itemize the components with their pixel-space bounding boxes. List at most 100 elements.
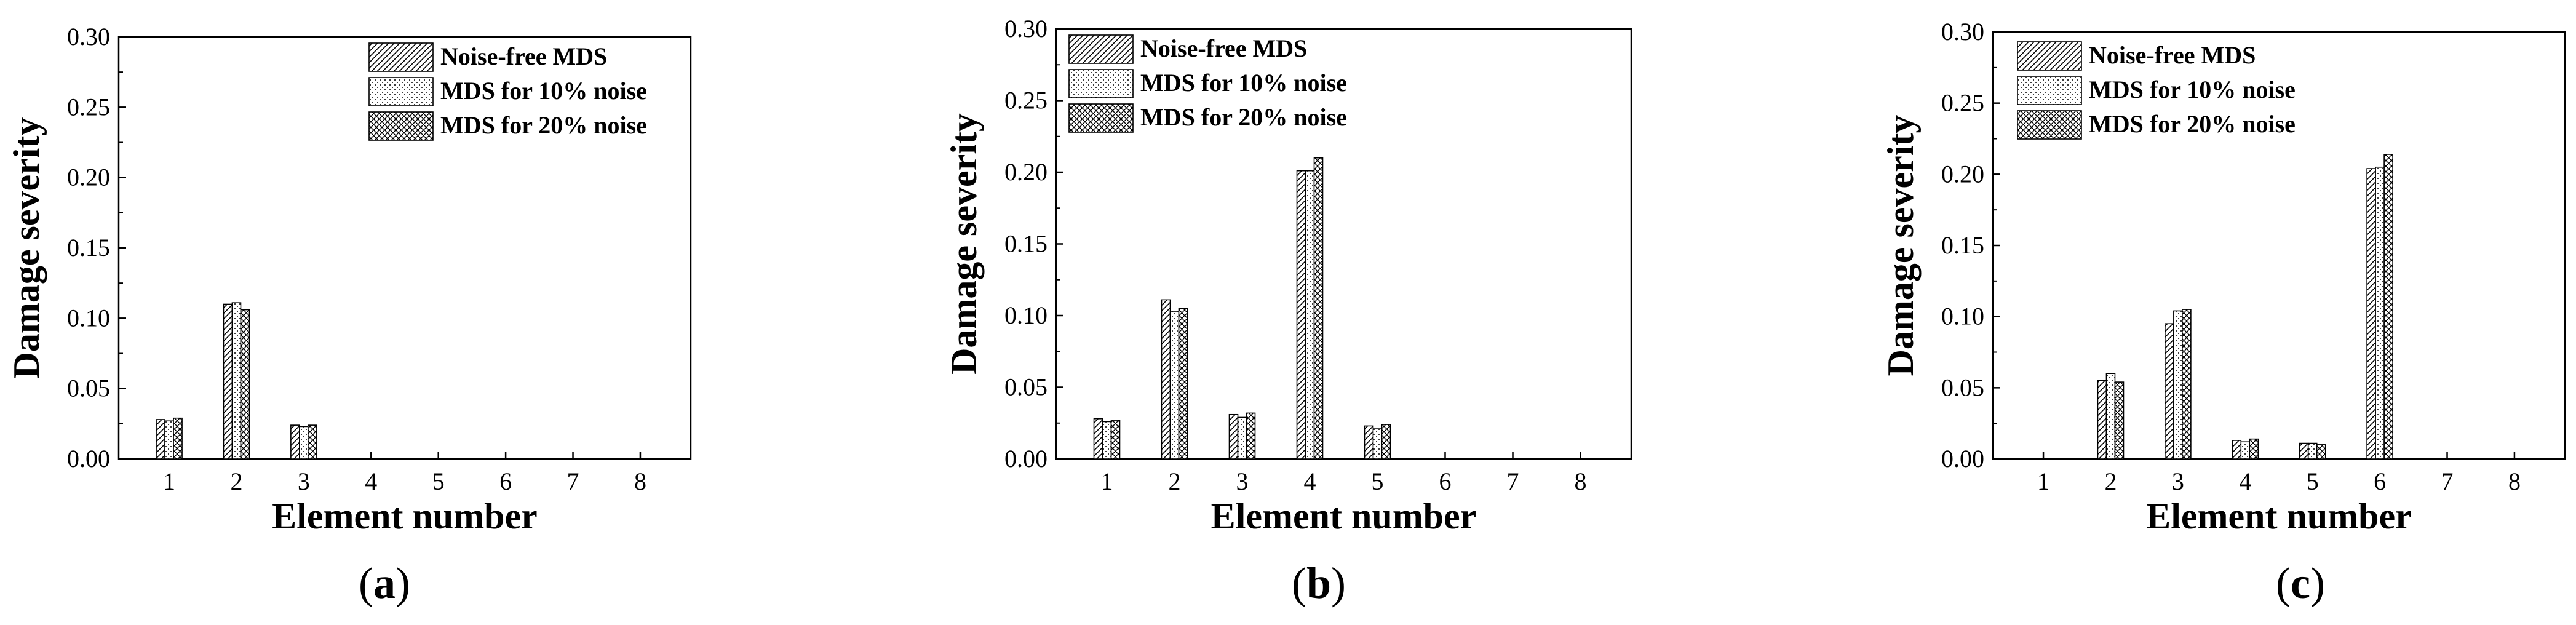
legend-label: MDS for 10% noise [2089, 76, 2296, 103]
bar-crosshatch-element-2 [240, 309, 250, 460]
bar-dots-element-3 [299, 426, 309, 460]
x-tick-label: 1 [1101, 468, 1113, 495]
x-axis-title: Element number [2146, 496, 2412, 536]
x-tick-label: 3 [2172, 468, 2184, 495]
x-tick-label: 1 [163, 468, 175, 495]
legend-label: MDS for 20% noise [2089, 110, 2296, 138]
bar-diagonal-element-2 [223, 303, 233, 460]
bar-diagonal-element-4 [1296, 170, 1306, 460]
bar-dots-element-5 [2307, 442, 2318, 460]
bar-diagonal-element-6 [2366, 168, 2376, 460]
y-tick-label: 0.15 [67, 234, 110, 261]
x-tick-label: 4 [2239, 468, 2251, 495]
bar-dots-element-2 [2105, 373, 2116, 460]
legend-label: MDS for 20% noise [1140, 103, 1347, 131]
bar-crosshatch-element-4 [2249, 438, 2259, 460]
bar-diagonal-element-3 [1228, 413, 1239, 460]
y-tick-label: 0.30 [1941, 18, 1984, 46]
legend-label: Noise-free MDS [1140, 34, 1307, 62]
y-tick-label: 0.00 [67, 445, 110, 472]
bar-diagonal-element-4 [2232, 440, 2242, 460]
x-tick-label: 7 [1507, 468, 1519, 495]
x-tick-label: 7 [567, 468, 579, 495]
bar-diagonal-element-2 [2097, 380, 2107, 460]
x-tick-label: 8 [2508, 468, 2521, 495]
legend-label: Noise-free MDS [2089, 41, 2256, 69]
x-tick-label: 5 [1372, 468, 1384, 495]
y-tick-label: 0.00 [1941, 445, 1984, 472]
bar-dots-element-4 [2240, 441, 2251, 460]
x-tick-label: 6 [2374, 468, 2386, 495]
bar-dots-element-3 [2173, 310, 2183, 460]
y-tick-label: 0.25 [1941, 89, 1984, 117]
x-tick-label: 8 [634, 468, 646, 495]
x-tick-label: 3 [298, 468, 310, 495]
x-tick-label: 6 [1439, 468, 1452, 495]
bar-dots-element-1 [164, 420, 174, 460]
legend-swatch-crosshatch [1068, 103, 1134, 133]
bar-crosshatch-element-2 [1178, 308, 1188, 460]
chart-panel-a: 0.00 0.05 0.10 0.15 0.20 0.25 0.30 1 2 3 4 5 6 7 8 Elem… [6, 23, 692, 608]
y-axis-title: Damage severity [944, 113, 984, 375]
y-axis-title: Damage severity [6, 117, 47, 379]
y-tick-label: 0.15 [1941, 231, 1984, 259]
y-tick-label: 0.20 [67, 164, 110, 191]
bar-crosshatch-element-1 [1110, 420, 1121, 460]
bar-crosshatch-element-3 [308, 424, 317, 460]
bar-diagonal-element-5 [2299, 442, 2309, 460]
x-tick-label: 7 [2441, 468, 2454, 495]
legend: Noise-free MDS MDS for 10% noise MDS for 2… [1068, 34, 1347, 133]
legend-label: MDS for 10% noise [440, 77, 647, 105]
x-tick-label: 6 [499, 468, 512, 495]
y-tick-label: 0.05 [1004, 373, 1047, 401]
bar-dots-element-1 [1102, 421, 1112, 460]
bar-diagonal-element-2 [1161, 299, 1171, 460]
legend: Noise-free MDS MDS for 10% noise MDS for 2… [368, 42, 647, 141]
x-axis-title: Element number [1211, 496, 1477, 536]
y-tick-label: 0.10 [67, 304, 110, 332]
bar-crosshatch-element-4 [1313, 157, 1324, 460]
bar-dots-element-2 [231, 302, 242, 460]
bar-dots-element-4 [1305, 170, 1315, 460]
legend-swatch-crosshatch [2017, 110, 2082, 140]
legend: Noise-free MDS MDS for 10% noise MDS for 2… [2017, 41, 2296, 140]
panel-label: (c) [2276, 559, 2325, 608]
chart-panel-c: 0.00 0.05 0.10 0.15 0.20 0.25 0.30 1 2 3 4 5 6 7 8 Elem… [1880, 18, 2566, 608]
x-tick-label: 2 [2104, 468, 2117, 495]
y-tick-label: 0.00 [1004, 445, 1047, 472]
legend-swatch-dots [2017, 76, 2082, 105]
y-tick-label: 0.30 [67, 23, 110, 50]
bar-diagonal-element-1 [1093, 418, 1103, 460]
panel-label: (b) [1292, 559, 1346, 608]
y-tick-label: 0.15 [1004, 230, 1047, 258]
legend-swatch-diagonal [368, 42, 434, 72]
x-tick-label: 8 [1575, 468, 1587, 495]
legend-label: MDS for 20% noise [440, 111, 647, 139]
y-tick-label: 0.05 [1941, 373, 1984, 401]
legend-swatch-diagonal [2017, 41, 2082, 71]
y-tick-label: 0.25 [1004, 87, 1047, 114]
bar-crosshatch-element-3 [2182, 309, 2192, 460]
legend-swatch-diagonal [1068, 34, 1134, 64]
bar-crosshatch-element-3 [1246, 412, 1256, 460]
legend-label: MDS for 10% noise [1140, 69, 1347, 97]
x-tick-label: 3 [1236, 468, 1249, 495]
bar-crosshatch-element-1 [173, 417, 183, 460]
x-tick-label: 1 [2037, 468, 2049, 495]
x-tick-label: 5 [2307, 468, 2319, 495]
y-tick-label: 0.10 [1004, 301, 1047, 329]
y-tick-label: 0.30 [1004, 15, 1047, 42]
x-axis-title: Element number [272, 496, 538, 536]
bar-crosshatch-element-6 [2383, 154, 2393, 460]
legend-swatch-crosshatch [368, 111, 434, 141]
bar-crosshatch-element-5 [1381, 424, 1391, 460]
chart-panel-b: 0.00 0.05 0.10 0.15 0.20 0.25 0.30 1 2 3 4 5 6 7 8 Elem… [944, 15, 1632, 608]
bar-diagonal-element-3 [290, 424, 300, 460]
y-tick-label: 0.05 [67, 375, 110, 402]
y-tick-label: 0.20 [1941, 160, 1984, 188]
bar-dots-element-5 [1372, 428, 1383, 460]
legend-swatch-dots [368, 77, 434, 106]
legend-label: Noise-free MDS [440, 42, 607, 70]
